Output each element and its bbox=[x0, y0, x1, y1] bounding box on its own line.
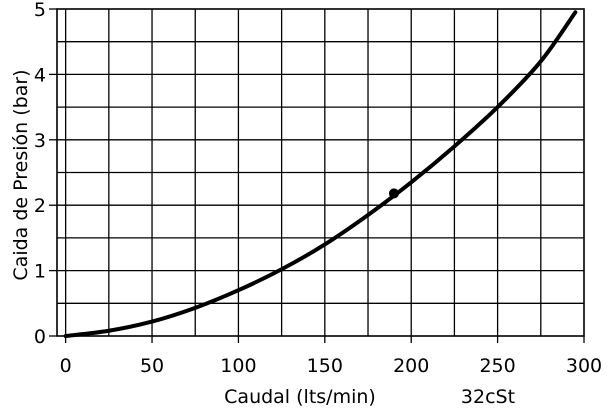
x-tick-label: 150 bbox=[307, 355, 343, 377]
x-tick-label: 300 bbox=[566, 355, 602, 377]
x-tick-label: 200 bbox=[393, 355, 429, 377]
y-tick-label: 1 bbox=[34, 261, 46, 283]
y-tick-label: 4 bbox=[34, 64, 46, 86]
pressure-drop-curve bbox=[63, 10, 578, 338]
viscosity-annotation: 32cSt bbox=[461, 386, 515, 408]
y-tick-label: 3 bbox=[34, 130, 46, 152]
data-markers bbox=[388, 188, 399, 199]
x-axis-label: Caudal (lts/min) bbox=[224, 386, 376, 408]
series-curves bbox=[63, 10, 578, 338]
plot-frame bbox=[56, 8, 585, 337]
x-tick-label: 0 bbox=[60, 355, 72, 377]
data-point-marker bbox=[388, 188, 399, 199]
y-tick-label: 5 bbox=[34, 0, 46, 21]
y-axis-label: Caida de Presión (bar) bbox=[10, 69, 32, 280]
y-tick-label: 0 bbox=[34, 326, 46, 348]
x-tick-labels: 0 50 100 150 200 250 300 bbox=[60, 336, 602, 377]
x-tick-label: 250 bbox=[479, 355, 515, 377]
grid-lines bbox=[57, 9, 584, 336]
y-tick-labels: 0 1 2 3 4 5 bbox=[34, 0, 57, 348]
x-tick-label: 100 bbox=[220, 355, 256, 377]
y-tick-label: 2 bbox=[34, 195, 46, 217]
x-tick-label: 50 bbox=[140, 355, 164, 377]
